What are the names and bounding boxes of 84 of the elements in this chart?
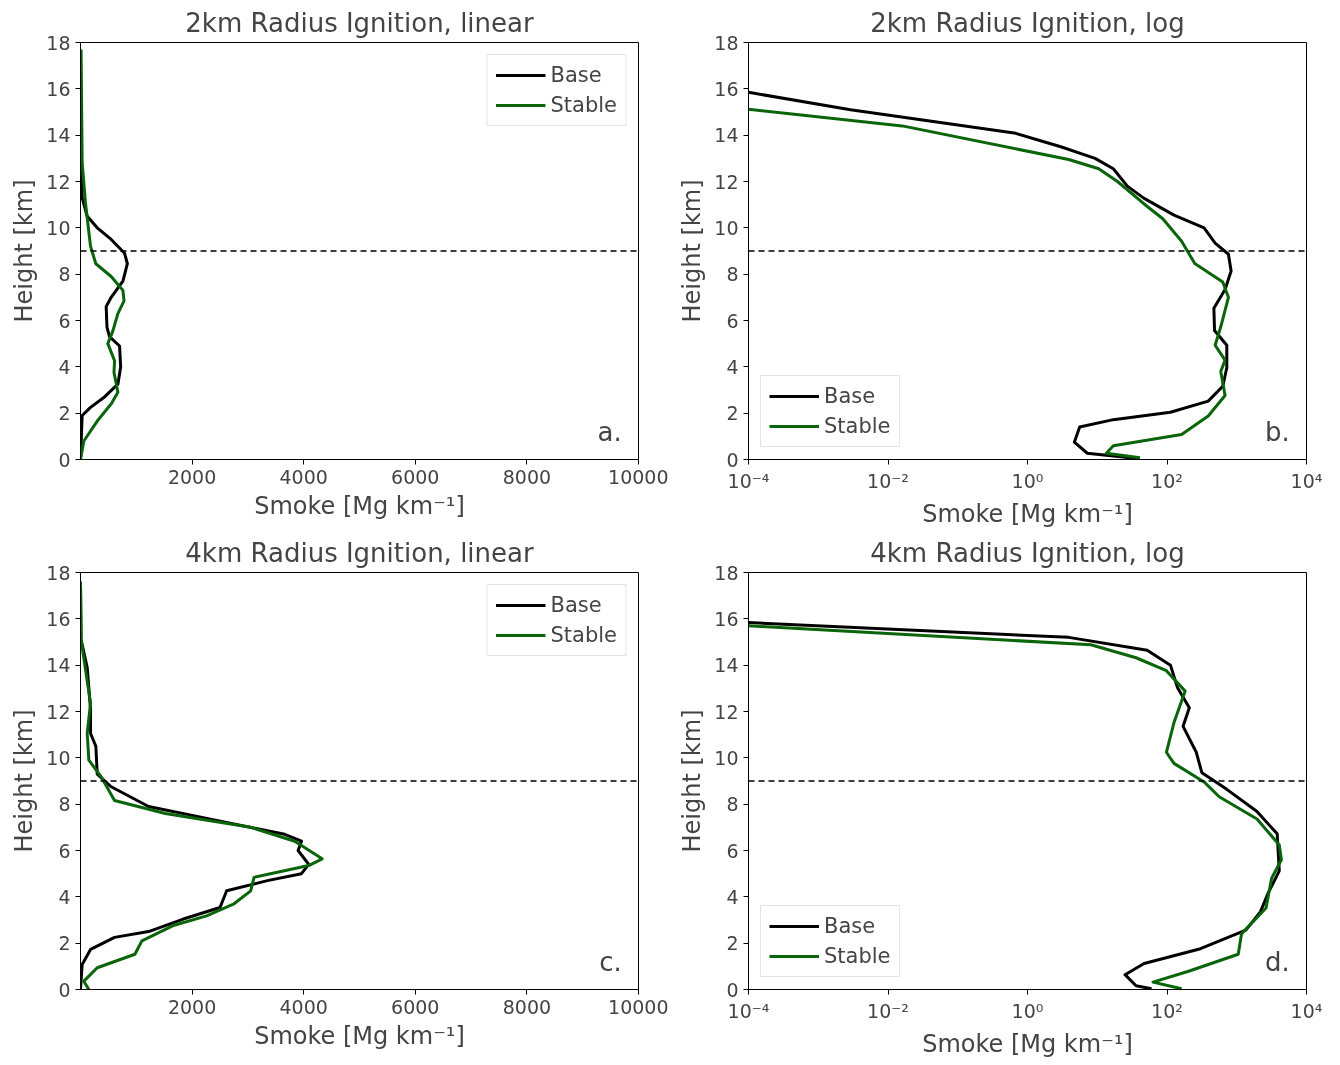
y-tick-label: 14 — [714, 654, 739, 677]
y-axis-title: Height [km] — [10, 709, 39, 853]
y-tick-label: 10 — [46, 216, 71, 239]
x-tick-label: 10⁰ — [1011, 469, 1044, 492]
y-tick-label: 0 — [58, 978, 71, 1001]
x-tick-label: 10⁴ — [1290, 469, 1323, 492]
y-tick-label: 4 — [726, 885, 739, 908]
annotation: d. — [1264, 946, 1290, 977]
x-tick-label: 2000 — [167, 465, 217, 488]
chart-title: 2km Radius Ignition, log — [870, 7, 1185, 38]
y-tick-label: 6 — [58, 309, 71, 332]
y-tick-label: 12 — [46, 170, 71, 193]
y-tick-label: 10 — [714, 216, 739, 239]
x-tick-label: 6000 — [391, 465, 440, 488]
x-tick-label: 10² — [1151, 999, 1183, 1022]
annotation: b. — [1264, 416, 1290, 447]
x-axis-title: Smoke [Mg km⁻¹] — [254, 491, 465, 520]
x-tick-label: 10⁻² — [867, 469, 909, 492]
annotation: c. — [599, 946, 622, 977]
y-tick-label: 2 — [58, 932, 71, 955]
y-tick-label: 18 — [714, 561, 739, 584]
y-tick-label: 14 — [714, 124, 739, 147]
y-tick-label: 8 — [726, 263, 739, 286]
chart-title: 4km Radius Ignition, linear — [185, 537, 534, 568]
x-tick-label: 8000 — [502, 995, 552, 1018]
y-tick-label: 8 — [726, 793, 739, 816]
y-tick-label: 18 — [46, 561, 71, 584]
chart-title: 4km Radius Ignition, log — [870, 537, 1185, 568]
y-tick-label: 12 — [714, 700, 739, 723]
y-tick-label: 8 — [58, 793, 71, 816]
x-tick-label: 10⁻² — [867, 999, 909, 1022]
y-tick-label: 12 — [714, 170, 739, 193]
y-axis-title: Height [km] — [678, 709, 707, 853]
y-tick-label: 0 — [58, 448, 71, 471]
y-tick-label: 18 — [714, 31, 739, 54]
y-axis-title: Height [km] — [678, 179, 707, 323]
annotation: a. — [597, 416, 622, 447]
y-tick-label: 14 — [46, 124, 71, 147]
x-tick-label: 10000 — [608, 995, 669, 1018]
x-tick-label: 10⁻⁴ — [727, 999, 770, 1022]
y-tick-label: 10 — [46, 746, 71, 769]
y-tick-label: 16 — [714, 607, 739, 630]
legend-label: Stable — [550, 93, 617, 117]
y-tick-label: 2 — [58, 402, 71, 425]
y-tick-label: 10 — [714, 746, 739, 769]
y-tick-label: 6 — [726, 839, 739, 862]
y-tick-label: 0 — [726, 448, 739, 471]
y-tick-label: 16 — [46, 607, 71, 630]
x-tick-label: 10⁻⁴ — [727, 469, 770, 492]
y-tick-label: 16 — [714, 77, 739, 100]
legend-label: Stable — [824, 414, 891, 438]
y-tick-label: 12 — [46, 700, 71, 723]
legend-label: Base — [550, 63, 602, 87]
legend-label: Stable — [550, 623, 617, 647]
y-tick-label: 6 — [726, 309, 739, 332]
x-tick-label: 4000 — [279, 995, 328, 1018]
x-axis-title: Smoke [Mg km⁻¹] — [922, 499, 1133, 528]
y-tick-label: 4 — [58, 885, 71, 908]
x-axis-title: Smoke [Mg km⁻¹] — [922, 1029, 1133, 1058]
legend-label: Stable — [824, 944, 891, 968]
legend-label: Base — [550, 593, 602, 617]
x-tick-label: 2000 — [167, 995, 217, 1018]
x-tick-label: 10⁰ — [1011, 999, 1044, 1022]
y-tick-label: 18 — [46, 31, 71, 54]
y-tick-label: 4 — [726, 355, 739, 378]
x-tick-label: 4000 — [279, 465, 328, 488]
chart-title: 2km Radius Ignition, linear — [185, 7, 534, 38]
y-tick-label: 4 — [58, 355, 71, 378]
x-tick-label: 6000 — [391, 995, 440, 1018]
legend-label: Base — [824, 384, 876, 408]
y-tick-label: 2 — [726, 402, 739, 425]
x-tick-label: 8000 — [502, 465, 552, 488]
y-tick-label: 6 — [58, 839, 71, 862]
x-axis-title: Smoke [Mg km⁻¹] — [254, 1021, 465, 1050]
x-tick-label: 10² — [1151, 469, 1183, 492]
x-tick-label: 10⁴ — [1290, 999, 1323, 1022]
y-tick-label: 16 — [46, 77, 71, 100]
y-axis-title: Height [km] — [10, 179, 39, 323]
y-tick-label: 2 — [726, 932, 739, 955]
y-tick-label: 14 — [46, 654, 71, 677]
y-tick-label: 8 — [58, 263, 71, 286]
legend-label: Base — [824, 914, 876, 938]
x-tick-label: 10000 — [608, 465, 669, 488]
y-tick-label: 0 — [726, 978, 739, 1001]
